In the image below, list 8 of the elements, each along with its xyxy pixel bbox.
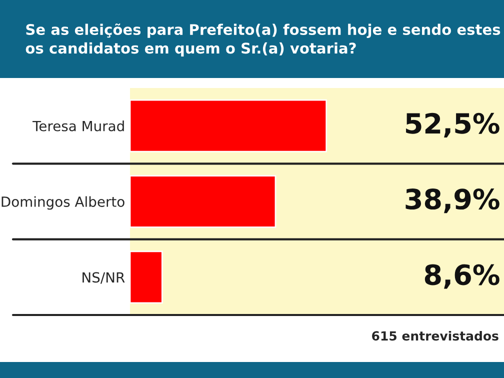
- y-tick-label: Teresa Murad: [32, 120, 124, 132]
- y-tick-label: NS/NR: [82, 272, 125, 284]
- text: 615 entrevistados: [372, 330, 498, 341]
- y-tick-label: Domingos Alberto: [2, 196, 124, 210]
- chart-title: Se as eleições para Prefeito(a) fossem hoje e sendo estes os candidatos em quem o Sr.(a) votaria?: [26, 23, 500, 57]
- data-label: 8,6%: [424, 264, 500, 289]
- data-label: 52,5%: [406, 112, 500, 138]
- data-label: 38,9%: [406, 188, 500, 214]
